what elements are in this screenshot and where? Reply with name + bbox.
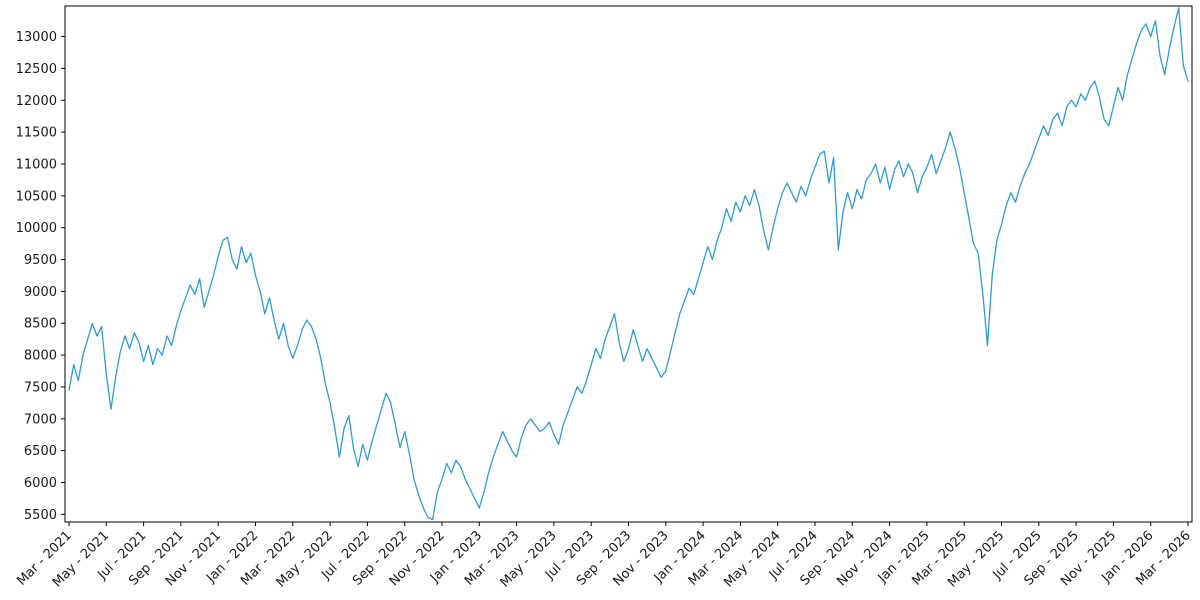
y-tick-label: 11500 [16,126,57,141]
y-tick-label: 12000 [16,94,57,109]
y-tick-label: 6500 [24,444,57,459]
y-tick-label: 13000 [16,30,57,45]
y-tick-label: 8000 [24,349,57,364]
y-tick-label: 12500 [16,62,57,77]
y-tick-label: 5500 [24,508,57,523]
y-tick-label: 8500 [24,317,57,332]
y-tick-label: 10500 [16,189,57,204]
plot-border [64,5,1193,523]
y-tick-label: 11000 [16,157,57,172]
y-tick-label: 7000 [24,412,57,427]
series-line [68,7,1189,521]
y-tick-label: 7500 [24,380,57,395]
y-tick-label: 9000 [24,285,57,300]
y-tick-label: 6000 [24,476,57,491]
y-tick-label: 10000 [16,221,57,236]
y-tick-label: 9500 [24,253,57,268]
